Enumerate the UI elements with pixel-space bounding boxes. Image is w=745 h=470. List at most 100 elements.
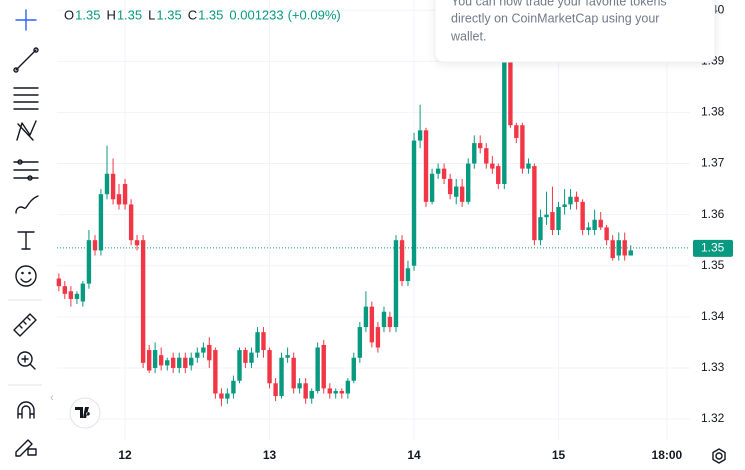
candle-body xyxy=(610,240,615,259)
x-tick-label: 14 xyxy=(407,448,421,462)
candle-body xyxy=(538,217,543,241)
candle-body xyxy=(309,390,314,399)
last-price-box xyxy=(693,239,733,257)
candle-body xyxy=(472,143,477,164)
change-pct: (+0.09%) xyxy=(288,7,341,22)
candle-body xyxy=(261,332,266,351)
candle-body xyxy=(393,240,399,328)
logo[interactable] xyxy=(69,397,101,429)
magnet-tool[interactable] xyxy=(17,401,35,419)
candle-body xyxy=(243,350,248,363)
candle-body xyxy=(92,240,98,251)
grid: 1.321.331.341.351.361.371.381.391.401213… xyxy=(57,0,725,462)
candle-body xyxy=(152,350,158,368)
candle-body xyxy=(170,357,176,368)
zoom-tool[interactable] xyxy=(17,351,36,370)
candle-body xyxy=(369,306,375,343)
y-tick-label: 1.37 xyxy=(701,156,725,170)
candle-body xyxy=(514,125,519,138)
ohlc-key: L xyxy=(148,7,155,22)
candle-body xyxy=(459,186,465,202)
candle-body xyxy=(508,38,513,126)
candle-body xyxy=(441,168,447,179)
forecast-tool[interactable] xyxy=(13,159,39,181)
candle-body xyxy=(68,291,74,299)
candle-body xyxy=(496,166,501,184)
x-tick-label: 13 xyxy=(263,448,277,462)
candle-body xyxy=(327,388,332,394)
notice-popup: You can now trade your favorite tokens d… xyxy=(434,0,716,63)
change-value: 0.001233 xyxy=(229,7,283,22)
candle-body xyxy=(110,173,116,200)
candle-body xyxy=(62,286,68,294)
candle-body xyxy=(207,344,212,361)
candle-body xyxy=(333,390,338,394)
candle-body xyxy=(550,212,555,230)
trend-line-tool[interactable] xyxy=(13,47,39,73)
candle-body xyxy=(423,130,429,202)
candle-body xyxy=(237,350,242,381)
candle-body xyxy=(285,355,290,358)
candle-body xyxy=(429,173,435,202)
candle-body xyxy=(357,327,363,358)
ohlc-value: 1.35 xyxy=(75,7,100,22)
candle-body xyxy=(279,357,284,397)
candle-body xyxy=(556,206,561,230)
candle-body xyxy=(375,327,381,348)
notice-line: You can now trade your favorite tokens xyxy=(451,0,667,8)
candle-body xyxy=(80,283,86,302)
last-price-label: 1.35 xyxy=(701,241,725,255)
candle-body xyxy=(74,293,80,299)
candle-body xyxy=(387,316,393,328)
candle-body xyxy=(568,196,573,205)
candle-body xyxy=(447,178,453,195)
candle-body xyxy=(592,219,597,230)
candle-body xyxy=(146,350,152,371)
candle-body xyxy=(189,357,194,366)
candle-body xyxy=(411,140,417,266)
candle-body xyxy=(466,163,471,202)
candle-body xyxy=(104,173,110,195)
text-tool[interactable] xyxy=(17,231,35,250)
candle-body xyxy=(520,125,525,169)
candle-body xyxy=(165,360,170,366)
ohlc-value: 1.35 xyxy=(156,7,181,22)
candle-body xyxy=(574,196,579,202)
header: O 1.35 H 1.35 L 1.35 C 1.35 0.001233 (+0.09%) xyxy=(64,7,341,22)
toolbar: ‹ xyxy=(8,9,54,457)
candle-body xyxy=(315,347,320,391)
pattern-tool[interactable] xyxy=(16,120,37,141)
candle-body xyxy=(231,380,236,394)
candle-body xyxy=(134,240,140,246)
candle-body xyxy=(128,204,134,241)
crosshair-tool[interactable] xyxy=(15,9,37,31)
candle-body xyxy=(273,383,278,397)
candle-body xyxy=(399,240,405,282)
x-tick-label: 15 xyxy=(552,448,566,462)
settings-icon[interactable] xyxy=(712,448,726,464)
y-tick-label: 1.36 xyxy=(701,207,725,221)
ruler-tool[interactable] xyxy=(13,313,37,337)
candle-body xyxy=(490,163,495,169)
collapse-arrow[interactable]: ‹ xyxy=(50,392,54,404)
y-tick-label: 1.33 xyxy=(701,360,725,374)
emoji-tool[interactable] xyxy=(15,265,37,287)
ohlc-key: O xyxy=(64,7,74,22)
brush-tool[interactable] xyxy=(15,195,39,214)
candle-body xyxy=(604,227,609,241)
fib-tool[interactable] xyxy=(13,87,39,110)
candle-body xyxy=(201,347,206,353)
ohlc-value: 1.35 xyxy=(117,7,142,22)
candle-body xyxy=(225,393,230,399)
candle-body xyxy=(484,148,489,164)
candle-body xyxy=(417,130,423,141)
candle-body xyxy=(363,306,369,328)
candle-body xyxy=(502,38,507,184)
candle-body xyxy=(526,163,531,169)
lock-draw-tool[interactable] xyxy=(15,439,37,457)
candle-body xyxy=(345,380,351,394)
candle-body xyxy=(544,214,549,218)
candle-body xyxy=(177,357,182,368)
candle-body xyxy=(532,166,537,241)
